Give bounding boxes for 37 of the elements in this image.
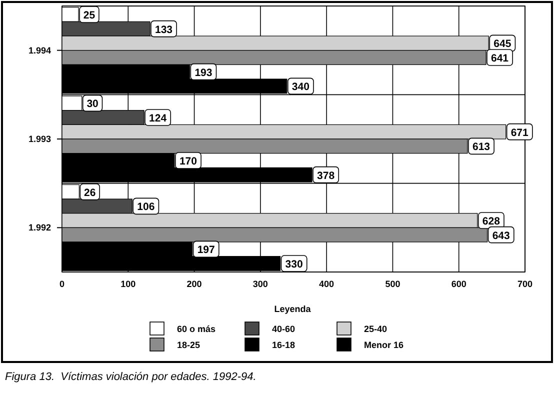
legend-label: 40-60: [272, 324, 296, 334]
data-label: 124: [149, 112, 167, 124]
x-tick-label: 0: [59, 279, 65, 289]
legend-label: 25-40: [364, 324, 388, 334]
x-tick-label: 500: [385, 279, 400, 289]
legend-title: Leyenda: [274, 304, 312, 314]
data-label: 643: [492, 230, 510, 242]
x-tick-label: 700: [517, 279, 533, 289]
data-label: 197: [197, 244, 216, 256]
data-label: 30: [86, 98, 99, 110]
data-label: 170: [179, 156, 198, 168]
data-label: 645: [494, 38, 512, 50]
y-tick-label: 1.994: [28, 45, 51, 56]
legend-label: 60 o más: [177, 324, 216, 334]
legend-label: Menor 16: [364, 340, 404, 350]
data-label: 340: [292, 81, 310, 94]
x-tick-label: 100: [120, 279, 136, 289]
x-tick-label: 400: [319, 279, 334, 289]
data-label: 613: [472, 141, 490, 154]
data-label: 133: [155, 24, 173, 36]
y-tick-label: 1.993: [28, 134, 51, 144]
data-label: 106: [137, 201, 155, 214]
x-tick-label: 200: [186, 279, 202, 289]
x-tick-label: 600: [451, 279, 466, 289]
x-tick-label: 300: [252, 279, 268, 289]
legend-label: 16-18: [272, 340, 296, 350]
data-label: 641: [491, 52, 509, 64]
y-tick-label: 1.992: [28, 222, 51, 233]
text: Figura 13. Víctimas violación por edades. 1992-94.: [5, 371, 256, 383]
legend-label: 18-25: [177, 340, 200, 350]
data-label: 193: [194, 66, 212, 79]
data-label: 330: [285, 258, 303, 271]
data-label: 378: [317, 170, 335, 182]
data-label: 671: [510, 126, 529, 139]
data-label: 25: [83, 9, 96, 22]
data-label: 628: [482, 216, 500, 228]
data-label: 26: [84, 186, 96, 199]
